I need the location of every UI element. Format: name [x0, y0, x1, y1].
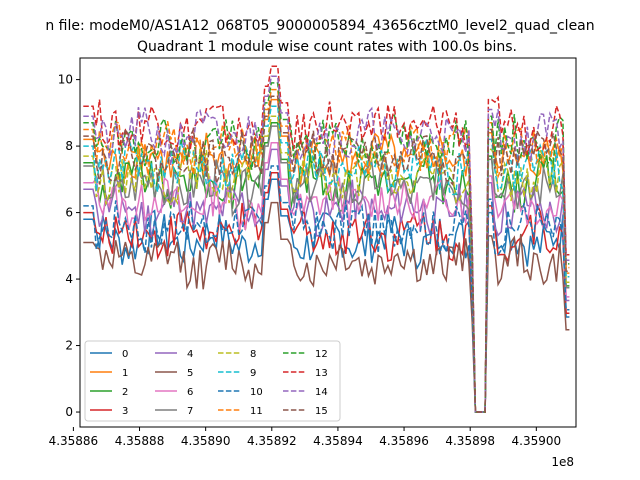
legend-label: 6	[187, 387, 193, 398]
legend-label: 4	[187, 349, 193, 360]
x-tick-label: 4.35896	[379, 434, 429, 448]
legend-label: 15	[315, 406, 328, 417]
legend-label: 8	[250, 349, 256, 360]
legend-label: 13	[315, 368, 328, 379]
series-line-15	[83, 95, 570, 413]
legend-label: 0	[122, 349, 128, 360]
series-line-13	[83, 65, 570, 413]
x-tick-label: 4.35894	[313, 434, 363, 448]
series-line-9	[83, 105, 570, 413]
series-line-10	[83, 165, 570, 413]
legend-label: 9	[250, 368, 256, 379]
series-line-11	[83, 88, 570, 413]
legend-label: 10	[250, 387, 263, 398]
x-axis: 4.35886 4.35888 4.35890 4.35892 4.35894 4.358…	[49, 427, 562, 448]
y-tick-label: 8	[65, 139, 73, 153]
series-line-8	[83, 115, 570, 413]
x-tick-label: 4.35900	[512, 434, 562, 448]
x-tick-label: 4.35888	[115, 434, 165, 448]
y-tick-label: 10	[58, 73, 73, 87]
y-tick-label: 2	[65, 339, 73, 353]
chart-title: Quadrant 1 module wise count rates with …	[137, 39, 517, 55]
legend-label: 5	[187, 368, 193, 379]
x-offset-label: 1e8	[551, 455, 574, 469]
figure-suptitle: n file: modeM0/AS1A12_068T05_9000005894_…	[45, 18, 594, 34]
legend-label: 3	[122, 406, 128, 417]
legend-label: 12	[315, 349, 328, 360]
legend-label: 2	[122, 387, 128, 398]
x-tick-label: 4.35892	[247, 434, 297, 448]
legend-label: 14	[315, 387, 328, 398]
y-tick-label: 0	[65, 405, 73, 419]
plot-frame	[79, 57, 577, 428]
x-tick-label: 4.35898	[445, 434, 495, 448]
x-tick-label: 4.35886	[49, 434, 99, 448]
legend-box	[84, 340, 341, 422]
legend-label: 11	[250, 406, 263, 417]
legend-label: 7	[187, 406, 193, 417]
series-line-14	[83, 75, 570, 413]
x-tick-label: 4.35890	[181, 434, 231, 448]
y-tick-label: 4	[65, 272, 73, 286]
y-axis: 0 2 4 6 8 10	[58, 73, 80, 419]
series-layer	[83, 65, 570, 413]
series-line-12	[83, 82, 570, 413]
y-tick-label: 6	[65, 206, 73, 220]
legend-label: 1	[122, 368, 128, 379]
